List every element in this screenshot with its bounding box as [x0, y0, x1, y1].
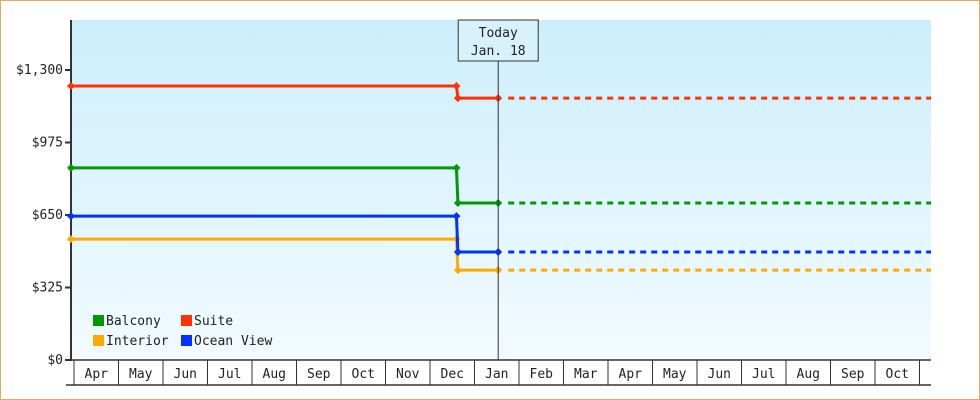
x-tick-label: May: [129, 367, 153, 382]
x-tick-label: Jul: [218, 367, 241, 382]
legend-swatch: [93, 315, 104, 326]
data-point: [452, 82, 461, 91]
data-point: [453, 198, 462, 207]
data-point: [453, 94, 462, 103]
x-tick-label: Sep: [841, 367, 865, 382]
legend-label: Ocean View: [194, 334, 272, 349]
data-point: [67, 235, 75, 244]
legend-label: Interior: [106, 334, 169, 349]
x-tick-label: Oct: [352, 367, 375, 382]
x-tick-label: Feb: [530, 367, 554, 382]
today-date: Jan. 18: [471, 44, 526, 59]
y-tick-label: $650: [32, 208, 63, 223]
legend-swatch: [93, 335, 104, 346]
x-tick-label: Aug: [263, 367, 286, 382]
x-tick-label: Mar: [574, 367, 598, 382]
x-tick-label: Aug: [797, 367, 820, 382]
legend-swatch: [181, 315, 192, 326]
series-line-suite: [71, 84, 499, 100]
series-line-balcony: [71, 166, 499, 205]
today-label: Today: [479, 26, 518, 41]
x-tick-label: Apr: [619, 367, 643, 382]
x-tick-label: Sep: [307, 367, 331, 382]
x-tick-label: Jan: [485, 367, 508, 382]
x-tick-label: May: [663, 367, 687, 382]
plot-area: [71, 20, 931, 360]
x-tick-label: Nov: [396, 367, 420, 382]
x-tick-label: Dec: [441, 367, 464, 382]
legend-swatch: [181, 335, 192, 346]
x-tick-label: Jul: [752, 367, 775, 382]
series-line-ocean-view: [71, 214, 499, 254]
legend-label: Suite: [194, 314, 233, 329]
data-point: [452, 163, 461, 172]
y-tick-label: $1,300: [16, 63, 63, 78]
data-point: [453, 248, 462, 257]
data-point: [452, 212, 461, 221]
data-point: [67, 82, 75, 91]
x-tick-label: Jun: [708, 367, 731, 382]
y-tick-label: $0: [47, 353, 63, 368]
today-box: [457, 19, 539, 62]
x-tick-label: Jun: [174, 367, 197, 382]
y-tick-label: $325: [32, 281, 63, 296]
legend-label: Balcony: [106, 314, 161, 329]
y-tick-label: $975: [32, 136, 63, 151]
data-point: [67, 212, 75, 221]
x-tick-label: Oct: [886, 367, 909, 382]
data-point: [453, 266, 462, 275]
data-point: [67, 163, 75, 172]
x-tick-label: Apr: [85, 367, 109, 382]
